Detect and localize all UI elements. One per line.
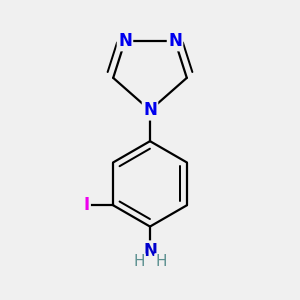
Text: H: H (155, 254, 167, 269)
Text: I: I (83, 196, 90, 214)
Text: N: N (143, 242, 157, 260)
Text: N: N (118, 32, 132, 50)
Text: N: N (168, 32, 182, 50)
Text: N: N (143, 101, 157, 119)
Text: H: H (133, 254, 145, 269)
